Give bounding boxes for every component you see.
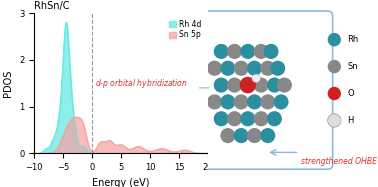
Circle shape — [270, 61, 285, 76]
Circle shape — [240, 111, 255, 126]
Text: Sn: Sn — [348, 62, 358, 71]
Circle shape — [220, 94, 235, 109]
Y-axis label: PDOS: PDOS — [3, 70, 13, 97]
Circle shape — [252, 74, 260, 82]
Circle shape — [227, 44, 242, 59]
Text: H: H — [348, 116, 354, 125]
Circle shape — [227, 77, 242, 93]
Circle shape — [220, 61, 235, 76]
Text: O: O — [348, 89, 354, 98]
Circle shape — [260, 128, 275, 143]
Circle shape — [214, 77, 229, 93]
Text: strengthened OHBE: strengthened OHBE — [301, 157, 377, 166]
FancyBboxPatch shape — [203, 11, 333, 169]
Text: Rh: Rh — [348, 35, 359, 44]
Circle shape — [254, 111, 269, 126]
Circle shape — [260, 94, 275, 109]
Circle shape — [227, 111, 242, 126]
Circle shape — [328, 60, 341, 73]
Text: $d$-$p$ orbital hybridization: $d$-$p$ orbital hybridization — [95, 76, 188, 90]
X-axis label: Energy (eV): Energy (eV) — [92, 178, 150, 187]
Circle shape — [240, 77, 255, 93]
Circle shape — [328, 114, 341, 127]
Circle shape — [274, 94, 288, 109]
Circle shape — [267, 77, 282, 93]
Text: RhSn/C: RhSn/C — [34, 1, 70, 11]
Circle shape — [234, 94, 249, 109]
Circle shape — [263, 44, 279, 59]
Circle shape — [214, 111, 229, 126]
Circle shape — [207, 94, 222, 109]
Circle shape — [254, 77, 269, 93]
Circle shape — [234, 61, 249, 76]
Circle shape — [234, 128, 249, 143]
Circle shape — [277, 77, 292, 93]
Circle shape — [247, 61, 262, 76]
Circle shape — [328, 87, 341, 100]
Circle shape — [214, 44, 229, 59]
Legend: Rh 4d, Sn 5p: Rh 4d, Sn 5p — [166, 17, 204, 43]
Circle shape — [247, 94, 262, 109]
Circle shape — [260, 61, 275, 76]
Circle shape — [328, 33, 341, 46]
Circle shape — [207, 61, 222, 76]
Circle shape — [247, 128, 262, 143]
Circle shape — [240, 44, 255, 59]
Circle shape — [220, 128, 235, 143]
Circle shape — [254, 44, 269, 59]
Circle shape — [267, 111, 282, 126]
